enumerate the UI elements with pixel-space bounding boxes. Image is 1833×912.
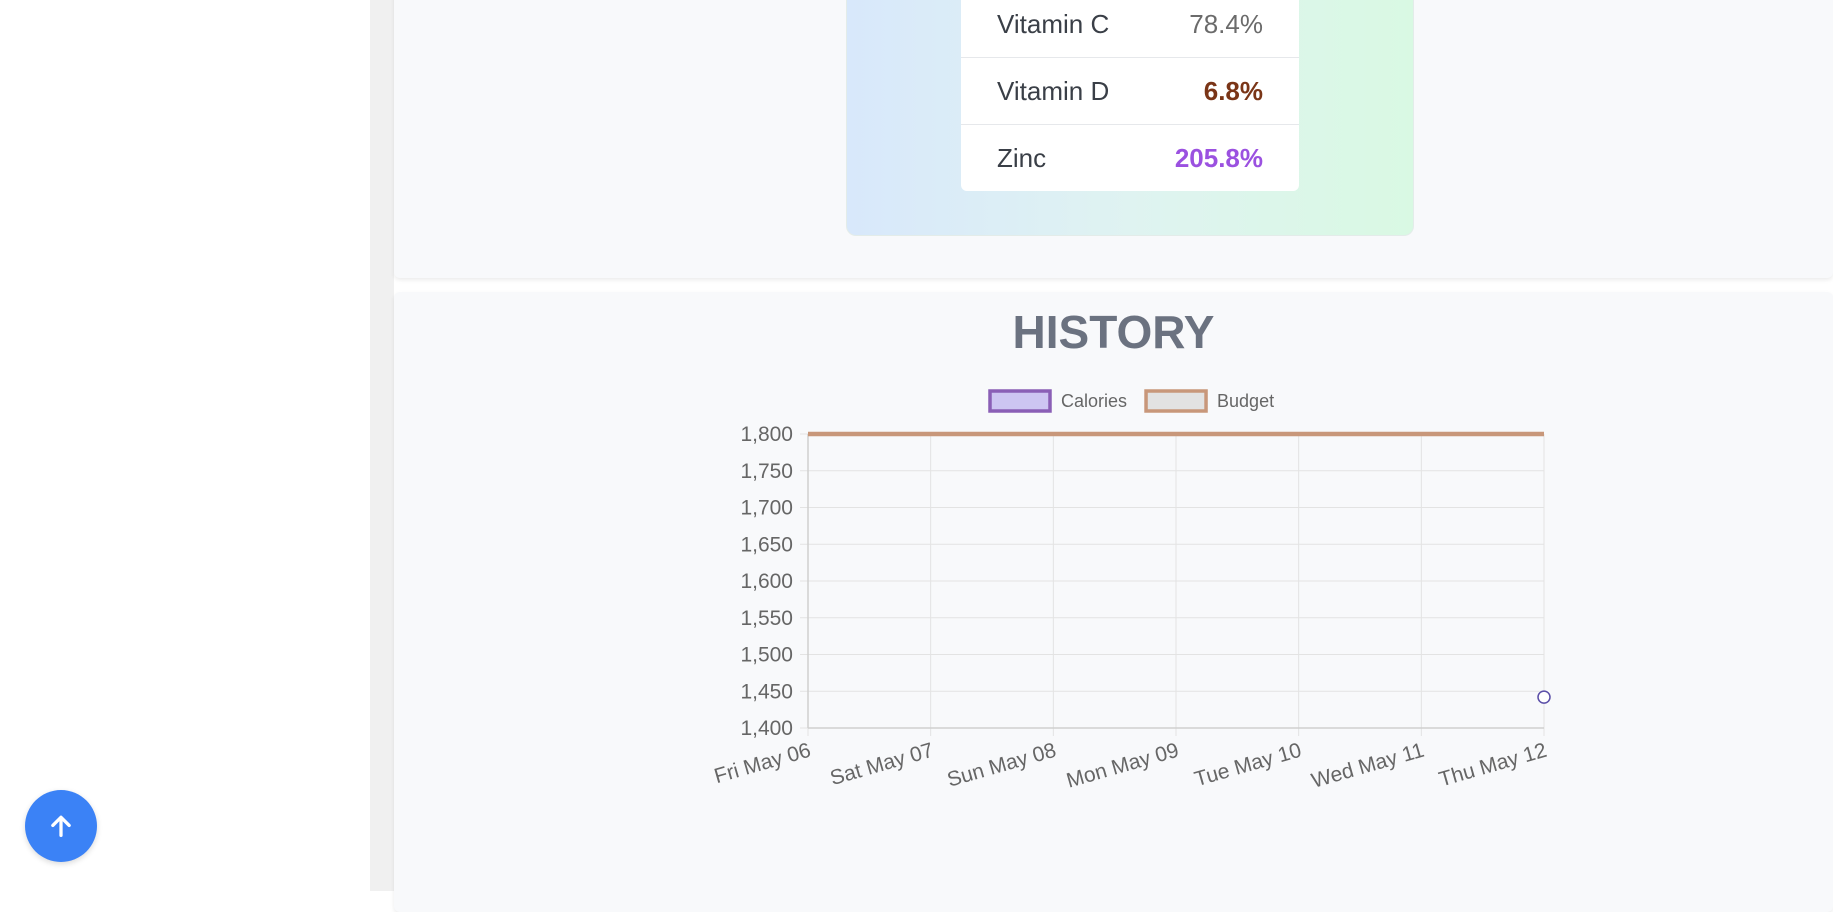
legend-swatch-calories: [988, 389, 1052, 413]
y-tick-label: 1,600: [740, 570, 793, 593]
x-tick-label: Sun May 08: [945, 739, 1059, 792]
x-tick-label: Tue May 10: [1192, 739, 1304, 791]
y-tick-label: 1,400: [740, 717, 793, 740]
y-tick-label: 1,550: [740, 607, 793, 630]
history-card: HISTORY 1,800 1,750 1,700 1,650 1,600 1,550 1,…: [394, 292, 1833, 912]
y-tick-label: 1,750: [740, 460, 793, 483]
x-tick-label: Mon May 09: [1064, 739, 1181, 793]
sidebar-divider: [370, 0, 394, 891]
nutrient-value: 78.4%: [1189, 8, 1263, 39]
nutrient-name: Vitamin C: [997, 8, 1110, 39]
legend-label: Calories: [1061, 391, 1127, 411]
y-tick-label: 1,650: [740, 533, 793, 556]
legend-label: Budget: [1217, 391, 1274, 411]
nutrient-value: 205.8%: [1174, 142, 1263, 173]
nutrient-row-vitamin-c: Vitamin C 78.4%: [961, 0, 1299, 57]
x-tick-label: Wed May 11: [1309, 739, 1427, 793]
nutrient-value: 6.8%: [1203, 75, 1263, 106]
nutrient-row-zinc: Zinc 205.8%: [961, 124, 1299, 191]
legend-swatch-budget: [1144, 389, 1208, 413]
nutrient-table: Vitamin C 78.4% Vitamin D 6.8% Zinc 205.…: [961, 0, 1299, 191]
x-tick-label: Sat May 07: [828, 739, 936, 790]
y-tick-label: 1,700: [740, 497, 793, 520]
nutrients-card: Vitamin C 78.4% Vitamin D 6.8% Zinc 205.…: [394, 0, 1833, 278]
history-chart: 1,800 1,750 1,700 1,650 1,600 1,550 1,500 1,450…: [712, 389, 1551, 793]
arrow-up-icon: [51, 815, 71, 837]
y-tick-label: 1,800: [740, 423, 793, 446]
data-point-calories: [1537, 690, 1551, 704]
y-tick-label: 1,450: [740, 680, 793, 703]
nutrient-panel: Vitamin C 78.4% Vitamin D 6.8% Zinc 205.…: [846, 0, 1414, 236]
y-tick-label: 1,500: [740, 644, 793, 667]
nutrient-row-vitamin-d: Vitamin D 6.8%: [961, 57, 1299, 124]
x-tick-label: Fri May 06: [712, 739, 814, 788]
scroll-to-top-button[interactable]: [25, 790, 97, 862]
sidebar: [0, 0, 370, 891]
nutrient-name: Zinc: [997, 142, 1047, 173]
history-title: HISTORY: [1012, 306, 1215, 358]
x-tick-label: Thu May 12: [1436, 739, 1549, 792]
nutrient-name: Vitamin D: [997, 75, 1110, 106]
